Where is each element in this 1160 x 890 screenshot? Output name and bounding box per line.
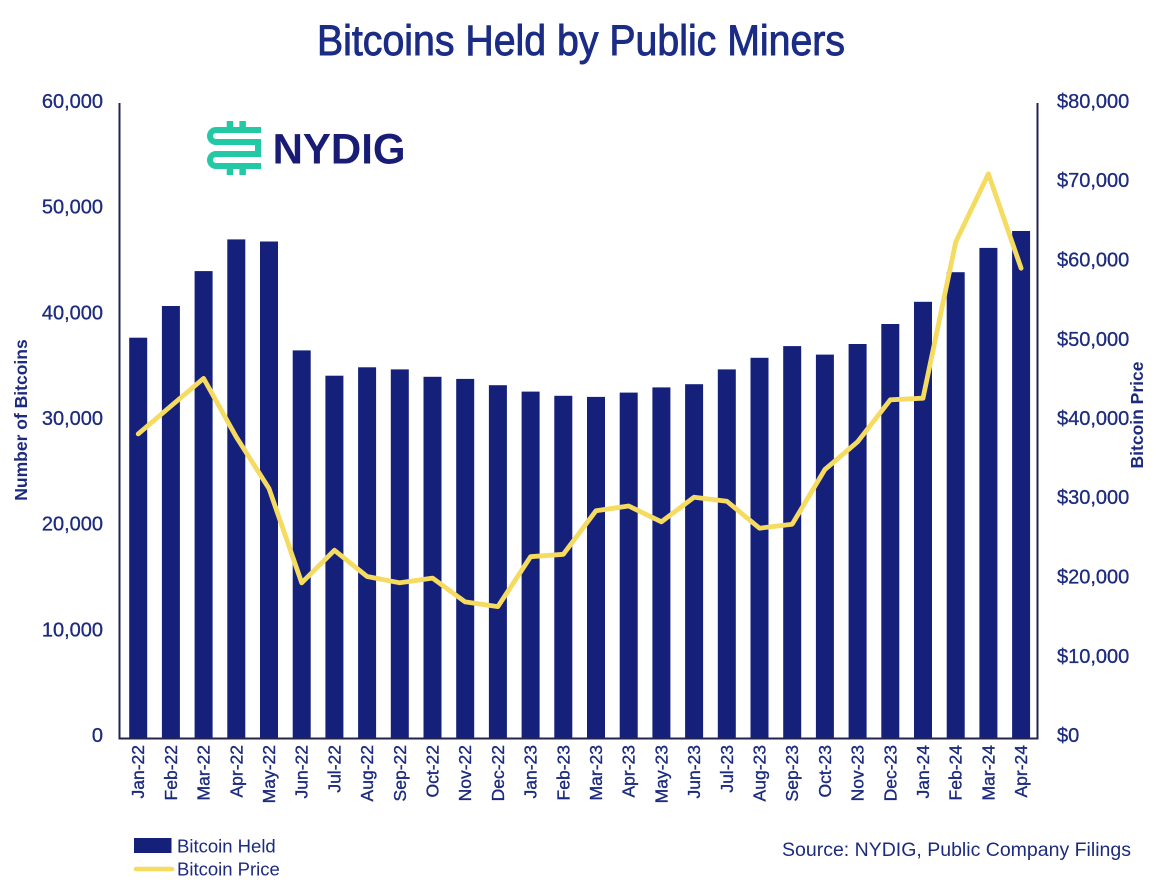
svg-text:50,000: 50,000 <box>42 197 103 219</box>
svg-text:10,000: 10,000 <box>42 619 103 641</box>
svg-text:Source: NYDIG, Public Company: Source: NYDIG, Public Company Filings <box>782 839 1131 861</box>
svg-text:Oct-23: Oct-23 <box>815 745 835 798</box>
svg-text:$20,000: $20,000 <box>1057 567 1129 589</box>
svg-text:Bitcoin Held: Bitcoin Held <box>177 836 276 857</box>
svg-text:Sep-22: Sep-22 <box>390 745 410 801</box>
svg-text:Jan-24: Jan-24 <box>913 745 933 799</box>
svg-text:Apr-24: Apr-24 <box>1011 745 1031 798</box>
svg-text:Feb-22: Feb-22 <box>161 745 181 800</box>
svg-text:Aug-23: Aug-23 <box>750 745 770 801</box>
svg-text:0: 0 <box>92 725 103 747</box>
svg-text:Nov-23: Nov-23 <box>848 745 868 801</box>
svg-text:Apr-23: Apr-23 <box>619 745 639 798</box>
svg-text:Mar-24: Mar-24 <box>978 745 998 801</box>
svg-text:Apr-22: Apr-22 <box>226 745 246 798</box>
svg-text:$0: $0 <box>1057 725 1079 747</box>
svg-text:Number of Bitcoins: Number of Bitcoins <box>11 339 31 501</box>
svg-text:May-22: May-22 <box>259 745 279 803</box>
svg-text:$60,000: $60,000 <box>1057 250 1129 272</box>
svg-text:Jun-22: Jun-22 <box>292 745 312 799</box>
svg-text:Dec-22: Dec-22 <box>488 745 508 801</box>
svg-text:$40,000: $40,000 <box>1057 408 1129 430</box>
svg-text:Jul-22: Jul-22 <box>324 745 344 793</box>
svg-text:Bitcoin Price: Bitcoin Price <box>177 859 280 880</box>
svg-text:Mar-23: Mar-23 <box>586 745 606 800</box>
svg-text:30,000: 30,000 <box>42 408 103 430</box>
svg-text:Jan-22: Jan-22 <box>128 745 148 799</box>
svg-text:60,000: 60,000 <box>42 91 103 113</box>
svg-text:20,000: 20,000 <box>42 514 103 536</box>
svg-text:Dec-23: Dec-23 <box>880 745 900 801</box>
svg-text:Jul-23: Jul-23 <box>717 745 737 793</box>
svg-text:Sep-23: Sep-23 <box>782 745 802 801</box>
svg-text:Bitcoin Price: Bitcoin Price <box>1127 361 1147 468</box>
svg-text:NYDIG: NYDIG <box>273 127 406 174</box>
svg-text:$50,000: $50,000 <box>1057 329 1129 351</box>
svg-text:Feb-24: Feb-24 <box>946 745 966 801</box>
svg-text:Oct-22: Oct-22 <box>423 745 443 798</box>
svg-text:40,000: 40,000 <box>42 302 103 324</box>
svg-text:$30,000: $30,000 <box>1057 487 1129 509</box>
svg-text:Bitcoins Held by Public Miners: Bitcoins Held by Public Miners <box>317 18 845 65</box>
svg-text:$80,000: $80,000 <box>1057 91 1129 113</box>
svg-text:Jan-23: Jan-23 <box>521 745 541 799</box>
svg-text:Aug-22: Aug-22 <box>357 745 377 801</box>
svg-text:May-23: May-23 <box>651 745 671 803</box>
svg-text:Feb-23: Feb-23 <box>553 745 573 800</box>
svg-text:$70,000: $70,000 <box>1057 170 1129 192</box>
svg-text:Nov-22: Nov-22 <box>455 745 475 801</box>
svg-text:Jun-23: Jun-23 <box>684 745 704 799</box>
svg-text:Mar-22: Mar-22 <box>194 745 214 800</box>
svg-text:$10,000: $10,000 <box>1057 646 1129 668</box>
